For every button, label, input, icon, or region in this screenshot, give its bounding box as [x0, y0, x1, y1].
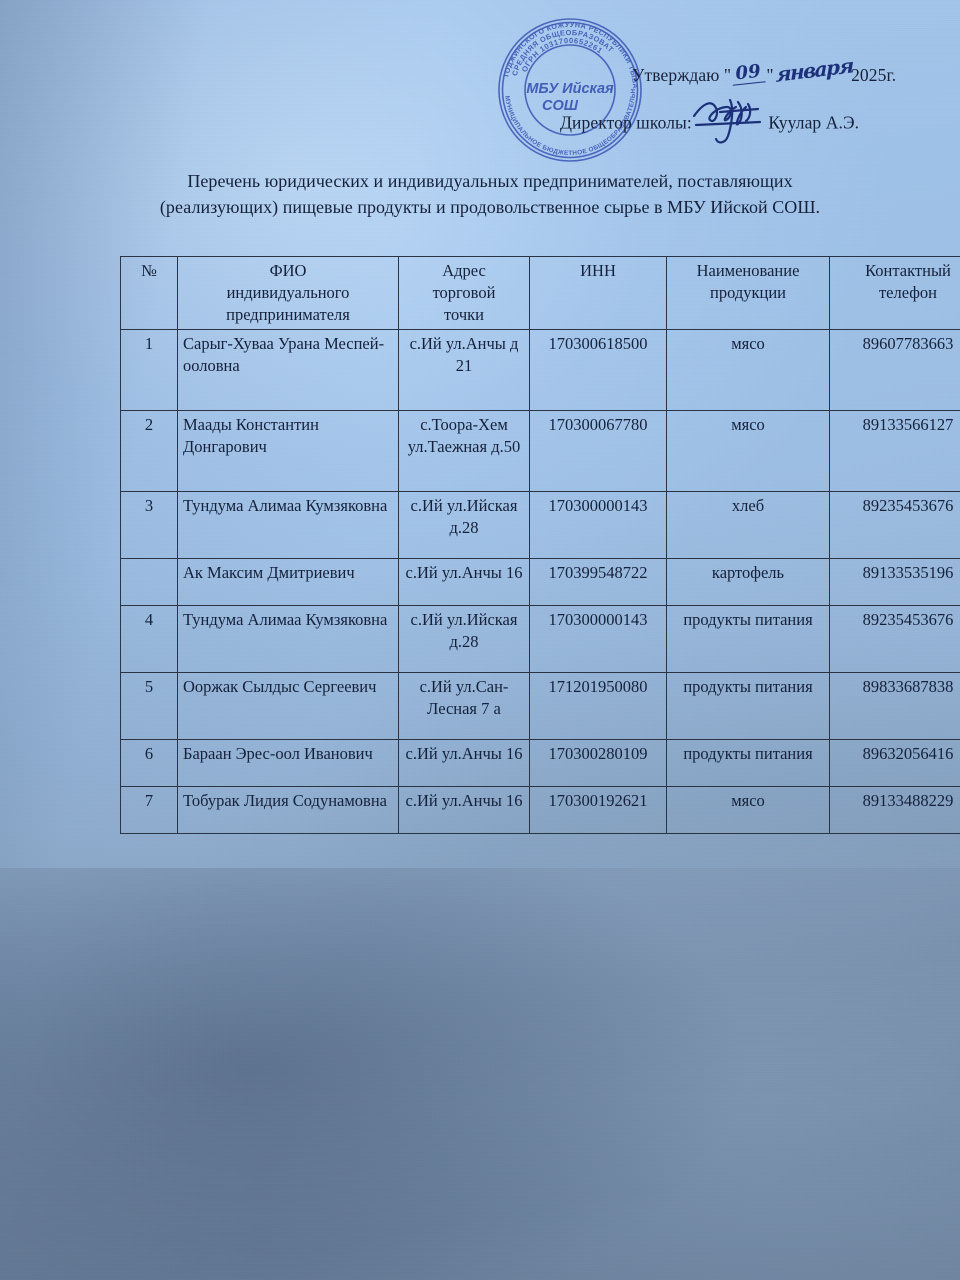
- column-header-fio-line-2: индивидуального: [226, 282, 350, 302]
- cell-inn: 170300618500: [529, 328, 667, 411]
- cell-address: с.Ий ул.Анчы 16: [398, 785, 530, 834]
- column-header-product-line-2: продукции: [709, 282, 786, 302]
- cell-product: продукты питания: [666, 604, 830, 673]
- cell-number: 6: [120, 738, 178, 787]
- cell-inn: 171201950080: [529, 671, 667, 740]
- cell-phone: 89833687838: [829, 671, 960, 740]
- svg-text:ОГРН 1031700652261: ОГРН 1031700652261: [520, 36, 605, 74]
- table-row: 3 Тундума Алимаа Кумзяковна с.Ий ул.Ийская…: [120, 490, 960, 559]
- director-name: Куулар А.Э.: [768, 112, 860, 133]
- cell-fio: Тобурак Лидия Содунамовна: [177, 785, 399, 834]
- cell-fio: Ак Максим Дмитриевич: [177, 557, 399, 606]
- table-row: 6 Бараан Эрес-оол Иванович с.Ий ул.Анчы 16…: [120, 738, 960, 787]
- cell-inn: 170300067780: [529, 409, 667, 492]
- column-header-fio: ФИО индивидуального предпринимателя: [177, 256, 399, 330]
- cell-product: картофель: [666, 557, 830, 606]
- approval-month-handwritten: января: [775, 53, 853, 87]
- table-row: 2 Маады Константин Донгарович с.Тоора-Хем …: [120, 409, 960, 492]
- table-row: 1 Сарыг-Хуваа Урана Меспей-ооловна с.Ий ул…: [120, 328, 960, 411]
- cell-phone: 89133566127: [829, 409, 960, 492]
- cell-phone: 89235453676: [829, 490, 960, 559]
- column-header-address-line-2: торговой: [432, 282, 496, 302]
- cell-number: 5: [120, 671, 178, 740]
- cell-product: мясо: [666, 409, 830, 492]
- cell-fio: Сарыг-Хуваа Урана Меспей-ооловна: [177, 328, 399, 411]
- supplier-table-wrapper: № ФИО индивидуального предпринимателя Ад…: [120, 256, 960, 834]
- director-label: Директор школы:: [560, 112, 692, 133]
- cell-phone: 89607783663: [829, 328, 960, 411]
- cell-inn: 170300192621: [529, 785, 667, 834]
- svg-text:МУНИЦИПАЛЬНОЕ БЮДЖЕТНОЕ ОБЩЕОБ: МУНИЦИПАЛЬНОЕ БЮДЖЕТНОЕ ОБЩЕОБРАЗОВАТЕЛЬ…: [490, 10, 637, 157]
- cell-address: с.Ий ул.Ийская д.28: [398, 490, 530, 559]
- cell-fio: Маады Константин Донгарович: [177, 409, 399, 492]
- column-header-phone-line-2: телефон: [878, 282, 938, 302]
- cell-fio: Тундума Алимаа Кумзяковна: [177, 490, 399, 559]
- column-header-address-line-1: Адрес: [442, 261, 486, 280]
- page-title: Перечень юридических и индивидуальных пр…: [110, 168, 870, 220]
- cell-phone: 89133535196: [829, 557, 960, 606]
- column-header-phone: Контактный телефон: [829, 256, 960, 330]
- approval-line: Утверждаю " 09 "января2025г.: [632, 53, 897, 87]
- column-header-product-line-1: Наименование: [696, 261, 800, 280]
- column-header-number: №: [120, 256, 178, 330]
- cell-product: продукты питания: [666, 671, 830, 740]
- cell-inn: 170300000143: [529, 604, 667, 673]
- column-header-inn: ИНН: [529, 256, 667, 330]
- cell-fio: Тундума Алимаа Кумзяковна: [177, 604, 399, 673]
- cell-number: 1: [120, 328, 178, 411]
- cell-phone: 89133488229: [829, 785, 960, 834]
- svg-text:СРЕДНЯЯ ОБЩЕОБРАЗОВАТ: СРЕДНЯЯ ОБЩЕОБРАЗОВАТ: [510, 28, 616, 77]
- svg-text:ТОДЖИНСКОГО КОЖУУНА РЕСПУБЛИКИ: ТОДЖИНСКОГО КОЖУУНА РЕСПУБЛИКИ ТЫВА: [501, 20, 640, 89]
- table-body: 1 Сарыг-Хуваа Урана Меспей-ооловна с.Ий ул…: [120, 328, 960, 834]
- cell-inn: 170399548722: [529, 557, 667, 606]
- column-header-fio-line-1: ФИО: [269, 261, 307, 280]
- table-row: Ак Максим Дмитриевич с.Ий ул.Анчы 16 17039…: [120, 557, 960, 606]
- cell-address: с.Ий ул.Анчы 16: [398, 738, 530, 787]
- svg-text:МБУ Ийская: МБУ Ийская: [526, 81, 614, 97]
- cell-inn: 170300280109: [529, 738, 667, 787]
- cell-inn: 170300000143: [529, 490, 667, 559]
- table-row: 4 Тундума Алимаа Кумзяковна с.Ий ул.Ийская…: [120, 604, 960, 673]
- cell-number: 7: [120, 785, 178, 834]
- supplier-table: № ФИО индивидуального предпринимателя Ад…: [120, 256, 960, 834]
- page-title-line-1: Перечень юридических и индивидуальных пр…: [187, 171, 793, 191]
- table-row: 7 Тобурак Лидия Содунамовна с.Ий ул.Анчы 1…: [120, 785, 960, 834]
- column-header-address: Адрес торговой точки: [398, 256, 530, 330]
- handwritten-signature-icon: [693, 98, 768, 144]
- column-header-fio-line-3: предпринимателя: [226, 304, 350, 324]
- cell-fio: Ооржак Сылдыс Сергеевич: [177, 671, 399, 740]
- cell-product: мясо: [666, 328, 830, 411]
- cell-address: с.Ий ул.Сан-Лесная 7 а: [398, 671, 530, 740]
- cell-number: [120, 557, 178, 606]
- approval-day-handwritten: 09: [730, 61, 767, 86]
- approval-year: 2025г.: [851, 65, 897, 85]
- cell-number: 3: [120, 490, 178, 559]
- cell-address: с.Тоора-Хем ул.Таежная д.50: [398, 409, 530, 492]
- column-header-phone-line-1: Контактный: [865, 261, 951, 280]
- table-head: № ФИО индивидуального предпринимателя Ад…: [120, 256, 960, 330]
- cell-address: с.Ий ул.Анчы д 21: [398, 328, 530, 411]
- cell-address: с.Ий ул.Ийская д.28: [398, 604, 530, 673]
- page-title-line-2: (реализующих) пищевые продукты и продово…: [159, 197, 821, 218]
- cell-product: мясо: [666, 785, 830, 834]
- cell-number: 4: [120, 604, 178, 673]
- cell-product: хлеб: [666, 490, 830, 559]
- director-signature-line: Директор школы: Куулар А.Э.: [560, 98, 860, 144]
- column-header-address-line-3: точки: [444, 304, 484, 324]
- cell-phone: 89235453676: [829, 604, 960, 673]
- approval-quote-close: ": [766, 65, 774, 85]
- cell-fio: Бараан Эрес-оол Иванович: [177, 738, 399, 787]
- table-row: 5 Ооржак Сылдыс Сергеевич с.Ий ул.Сан-Лесн…: [120, 671, 960, 740]
- cell-product: продукты питания: [666, 738, 830, 787]
- official-round-stamp-icon: ТОДЖИНСКОГО КОЖУУНА РЕСПУБЛИКИ ТЫВА СРЕД…: [490, 10, 650, 170]
- cell-address: с.Ий ул.Анчы 16: [398, 557, 530, 606]
- cell-phone: 89632056416: [829, 738, 960, 787]
- cell-number: 2: [120, 409, 178, 492]
- table-header-row: № ФИО индивидуального предпринимателя Ад…: [120, 256, 960, 330]
- column-header-product: Наименование продукции: [666, 256, 830, 330]
- approval-label: Утверждаю ": [632, 65, 732, 85]
